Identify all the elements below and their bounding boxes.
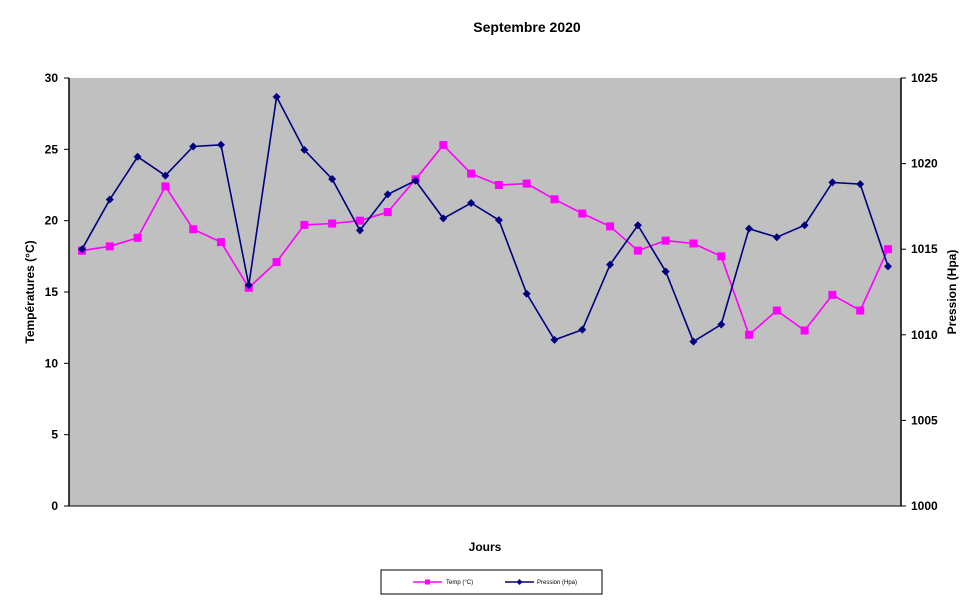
pressure-point [383,190,392,199]
temp-point [856,306,865,315]
temp-point [689,239,698,248]
series-pressure [78,92,892,346]
left-tick-label: 30 [45,71,59,85]
pressure-point [105,195,114,204]
right-tick-label: 1010 [911,328,938,342]
temp-point [745,330,754,339]
pressure-point [717,320,726,329]
pressure-point [884,262,892,271]
pressure-point [522,289,531,298]
legend-temp-label: Temp (°C) [446,580,473,586]
temp-point [772,306,781,315]
chart-title: Septembre 2020 [473,19,581,35]
pressure-point [328,175,337,184]
pressure-point [550,335,559,344]
pressure-point [300,145,309,154]
pressure-point [133,152,142,161]
temp-point [494,181,503,189]
right-tick-label: 1020 [911,157,938,171]
pressure-point [244,281,253,290]
series-temperature [78,141,892,339]
right-tick-label: 1025 [911,71,938,85]
pressure-point [189,142,198,151]
series-line [81,143,889,337]
temp-point [189,225,198,234]
right-tick-label: 1005 [911,413,938,427]
temp-point [383,208,392,217]
left-tick-label: 5 [51,428,58,442]
pressure-point [578,325,587,334]
temp-point [439,141,448,150]
pressure-point [355,226,364,235]
y-axis-left-label: Températures (°C) [23,240,37,343]
pressure-point [411,176,420,185]
temp-point [550,195,559,204]
temp-point [800,326,809,335]
temp-point [328,219,337,228]
temp-point [606,222,615,231]
pressure-point [661,267,670,276]
right-axis-ticks: 1000 1005 1010 1015 1020 1025 [901,71,938,513]
pressure-point [467,198,476,207]
left-tick-label: 20 [45,214,59,228]
pressure-point [78,245,86,254]
left-tick-label: 0 [51,499,58,513]
temp-point [467,169,476,178]
temp-point [633,246,642,255]
y-axis-right-label: Pression (Hpa) [945,250,959,335]
temp-point [272,258,281,267]
series-line [81,94,889,343]
left-tick-label: 10 [45,356,59,370]
temp-point [578,209,587,218]
temp-point [717,252,726,261]
pressure-point [745,224,754,233]
legend-pressure-label: Pression (Hpa) [537,580,577,586]
pressure-point [216,140,225,149]
temp-point [300,220,309,229]
left-tick-label: 25 [45,142,59,156]
pressure-point [689,337,698,346]
temp-point [884,245,892,254]
left-axis-ticks: 0 5 10 15 20 25 30 [45,71,69,513]
temp-point [661,236,670,245]
temp-point [828,290,837,299]
pressure-point [161,171,170,180]
pressure-point [800,221,809,230]
pressure-point [856,180,865,189]
temp-point [105,242,114,251]
pressure-point [828,178,837,187]
left-tick-label: 15 [45,285,59,299]
pressure-point [494,216,503,225]
legend-pressure-marker [516,579,523,585]
series-layer [78,92,892,346]
pressure-point [606,260,615,269]
legend-temp-marker [425,579,430,585]
temp-point [133,233,142,242]
pressure-point [272,92,281,101]
right-tick-label: 1000 [911,499,938,513]
x-axis-label: Jours [469,540,502,554]
temp-point [355,216,364,225]
temp-point [161,182,170,191]
temp-point [216,238,225,247]
pressure-point [633,221,642,230]
pressure-point [439,214,448,223]
right-tick-label: 1015 [911,242,938,256]
pressure-point [772,233,781,242]
temp-point [522,179,531,188]
plot-area [69,78,901,506]
legend: Temp (°C) Pression (Hpa) [380,569,603,595]
